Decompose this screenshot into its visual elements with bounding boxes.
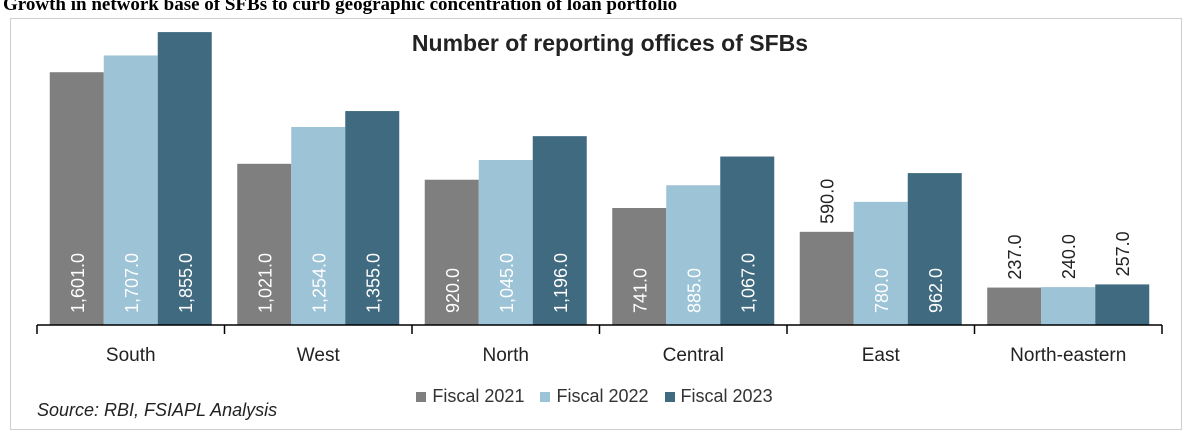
- legend-item-fiscal-2023: Fiscal 2023: [664, 386, 773, 407]
- legend-label-fiscal-2022: Fiscal 2022: [556, 386, 649, 406]
- value-label-south-fiscal-2021: 1,601.0: [68, 253, 88, 313]
- value-label-north-eastern-fiscal-2022: 240.0: [1059, 234, 1079, 279]
- bar-north-eastern-fiscal-2022: [1041, 287, 1096, 325]
- legend-label-fiscal-2021: Fiscal 2021: [432, 386, 525, 406]
- page-heading: Growth in network base of SFBs to curb g…: [3, 0, 678, 15]
- bar-south-fiscal-2021: [49, 72, 104, 325]
- value-label-east-fiscal-2023: 962.0: [926, 268, 946, 313]
- bar-north-fiscal-2022: [478, 160, 533, 325]
- bar-east-fiscal-2023: [907, 173, 962, 325]
- value-label-west-fiscal-2021: 1,021.0: [255, 253, 275, 313]
- bar-central-fiscal-2021: [612, 208, 667, 325]
- bar-north-eastern-fiscal-2021: [987, 287, 1042, 325]
- value-label-north-eastern-fiscal-2021: 237.0: [1005, 235, 1025, 280]
- category-label-west: West: [297, 345, 341, 366]
- legend-swatch-fiscal-2021: [416, 391, 427, 402]
- bar-south-fiscal-2023: [157, 32, 212, 326]
- value-label-east-fiscal-2021: 590.0: [818, 179, 838, 224]
- bar-central-fiscal-2022: [666, 185, 721, 325]
- value-label-west-fiscal-2023: 1,355.0: [363, 253, 383, 313]
- value-labels-group: 1,601.0 1,707.0 1,855.0 1,021.0 1,254.0 1,355…: [68, 179, 1134, 313]
- x-axis-ticks: [36, 325, 1163, 334]
- category-label-north: North: [483, 345, 529, 366]
- category-label-south: South: [106, 345, 156, 366]
- value-label-south-fiscal-2022: 1,707.0: [122, 253, 142, 313]
- category-label-north-eastern: North-eastern: [1010, 345, 1126, 366]
- legend-swatch-fiscal-2023: [664, 391, 675, 402]
- bar-central-fiscal-2023: [720, 156, 775, 325]
- bar-north-fiscal-2023: [532, 136, 587, 325]
- legend-label-fiscal-2023: Fiscal 2023: [680, 386, 773, 406]
- bar-north-fiscal-2021: [424, 179, 479, 325]
- category-label-central: Central: [663, 345, 724, 366]
- bar-south-fiscal-2022: [103, 55, 158, 325]
- legend-swatch-fiscal-2022: [540, 391, 551, 402]
- value-label-central-fiscal-2023: 1,067.0: [738, 253, 758, 313]
- legend-item-fiscal-2021: Fiscal 2021: [416, 386, 524, 407]
- value-label-north-fiscal-2021: 920.0: [443, 268, 463, 313]
- bar-east-fiscal-2022: [853, 201, 908, 325]
- value-label-north-fiscal-2022: 1,045.0: [497, 253, 517, 313]
- chart-title: Number of reporting offices of SFBs: [412, 30, 808, 56]
- bar-west-fiscal-2023: [345, 111, 400, 325]
- bar-west-fiscal-2021: [237, 163, 292, 325]
- value-label-east-fiscal-2022: 780.0: [872, 268, 892, 313]
- value-label-west-fiscal-2022: 1,254.0: [309, 253, 329, 313]
- source-note: Source: RBI, FSIAPL Analysis: [37, 400, 278, 420]
- category-label-east: East: [862, 345, 901, 366]
- bar-west-fiscal-2022: [291, 127, 346, 325]
- bar-north-eastern-fiscal-2023: [1095, 284, 1150, 325]
- value-label-central-fiscal-2022: 885.0: [684, 268, 704, 313]
- bars-group: [49, 32, 1150, 326]
- bar-east-fiscal-2021: [799, 231, 854, 325]
- legend-item-fiscal-2022: Fiscal 2022: [540, 386, 649, 407]
- value-label-north-eastern-fiscal-2023: 257.0: [1113, 231, 1133, 276]
- legend: Fiscal 2021 Fiscal 2022 Fiscal 2023: [0, 386, 1189, 407]
- value-label-north-fiscal-2023: 1,196.0: [551, 253, 571, 313]
- value-label-central-fiscal-2021: 741.0: [630, 268, 650, 313]
- category-labels-group: South West North Central East North-eastern: [106, 345, 1126, 366]
- value-label-south-fiscal-2023: 1,855.0: [176, 253, 196, 313]
